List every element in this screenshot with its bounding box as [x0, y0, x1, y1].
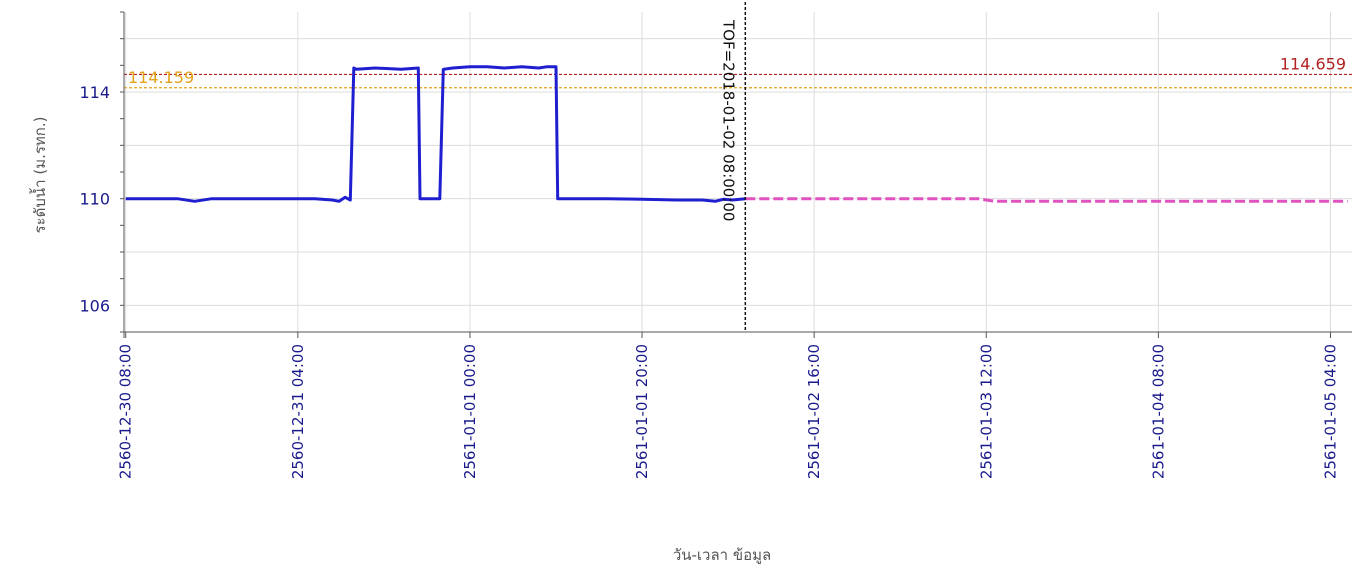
forecast-series-line: [745, 197, 1348, 203]
observed-series-line: [125, 65, 746, 203]
x-tick-label: 2561-01-03 12:00: [977, 344, 995, 479]
x-tick-label: 2561-01-04 08:00: [1149, 344, 1167, 479]
x-tick-labels: 2560-12-30 08:00 2560-12-31 04:00 2561-01-…: [117, 332, 1339, 479]
x-tick-label: 2561-01-05 04:00: [1321, 344, 1339, 479]
x-tick-label: 2561-01-01 20:00: [633, 344, 651, 479]
threshold-label: 114.659: [1280, 54, 1346, 73]
axes: [120, 11, 1352, 338]
x-tick-label: 2561-01-01 00:00: [461, 344, 479, 479]
threshold-label: 114.159: [128, 68, 194, 87]
x-axis-title: วัน-เวลา ข้อมูล: [673, 546, 771, 564]
threshold-lines: 114.659 114.159: [124, 54, 1352, 89]
x-tick-label: 2560-12-31 04:00: [289, 344, 307, 479]
y-tick-label: 114: [79, 83, 110, 102]
y-axis-title: ระดับน้ำ (ม.รทก.): [29, 117, 49, 234]
x-tick-label: 2560-12-30 08:00: [117, 344, 135, 479]
y-tick-label: 110: [79, 190, 110, 209]
y-tick-labels: 106 110 114: [79, 83, 110, 315]
series-lines: [125, 65, 1348, 203]
tof-label: TOF=2018-01-02 08:00:00: [719, 19, 737, 221]
tof-marker: TOF=2018-01-02 08:00:00: [719, 2, 747, 332]
y-tick-label: 106: [79, 296, 110, 315]
x-tick-label: 2561-01-02 16:00: [805, 344, 823, 479]
